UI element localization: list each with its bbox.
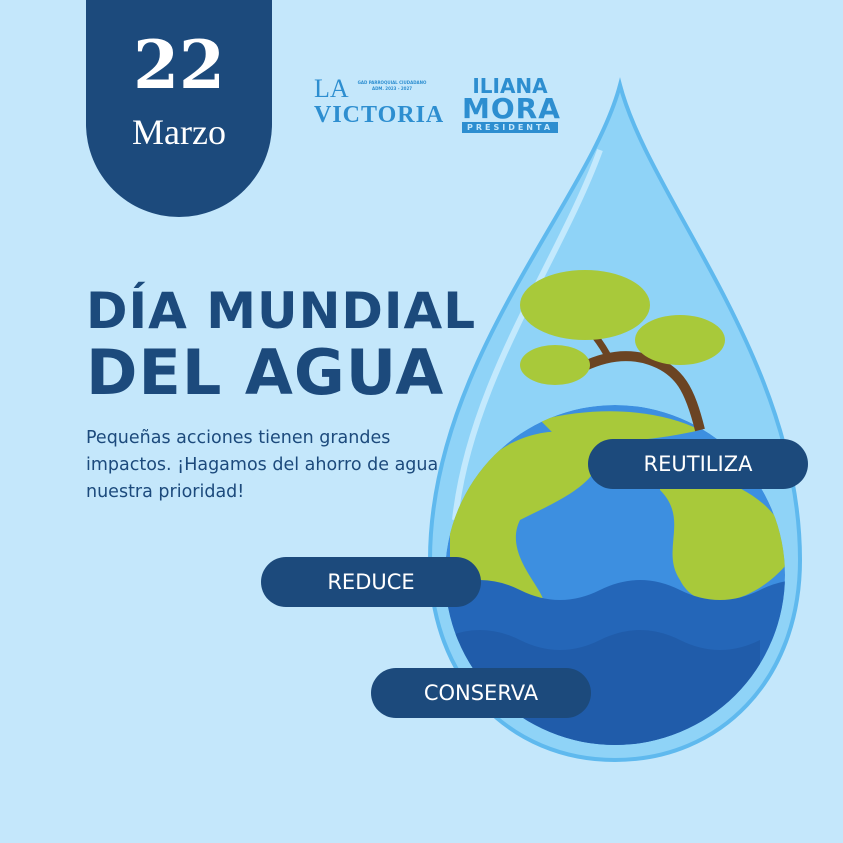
logo-first-name: ILIANA — [472, 74, 548, 98]
iliana-mora-logo: ILIANA MORA PRESIDENTA — [462, 74, 561, 133]
drop-highlight — [452, 148, 603, 521]
reutiliza-pill: REUTILIZA — [588, 439, 808, 489]
description: Pequeñas acciones tienen grandes impacto… — [86, 428, 439, 502]
title-line-1: DÍA MUNDIAL — [86, 282, 477, 340]
la-victoria-logo: LA GAD PARROQUIAL CIUDADANO ADM. 2023 - … — [314, 74, 443, 134]
reduce-pill: REDUCE — [261, 557, 481, 607]
title-line-2: DEL AGUA — [86, 336, 445, 409]
logo-last-name: MORA — [462, 92, 561, 125]
date-day: 22 — [133, 26, 225, 104]
logo-role: PRESIDENTA — [462, 122, 558, 133]
logo-small-text: GAD PARROQUIAL CIUDADANO ADM. 2023 - 202… — [357, 80, 427, 91]
tree — [520, 270, 725, 432]
logo-victoria-text: VICTORIA — [314, 102, 445, 128]
date-month: Marzo — [132, 112, 226, 152]
conserva-pill: CONSERVA — [371, 668, 591, 718]
date-badge: 22 Marzo — [86, 0, 272, 217]
logo-la-text: LA — [314, 74, 349, 103]
